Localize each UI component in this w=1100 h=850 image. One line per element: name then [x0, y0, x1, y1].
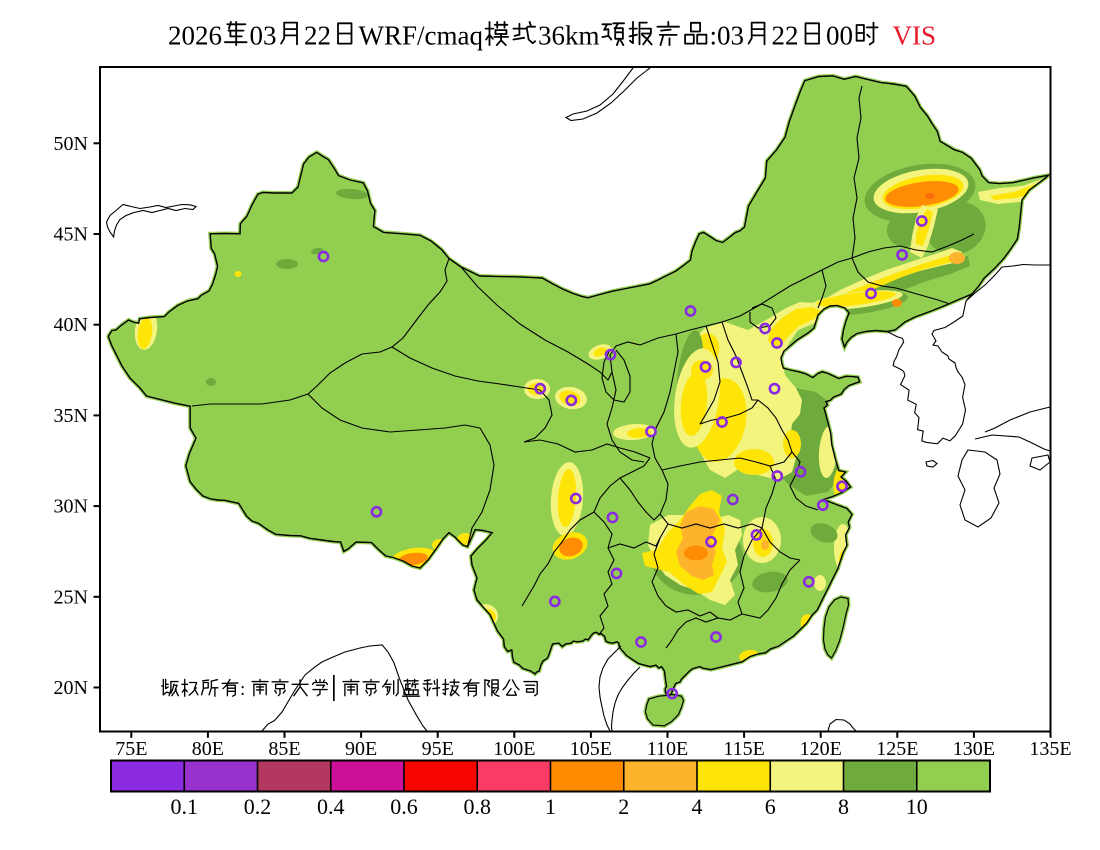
svg-text::: : — [240, 679, 250, 700]
svg-text:25N: 25N — [54, 586, 88, 608]
svg-text:85E: 85E — [268, 738, 300, 760]
svg-text:90E: 90E — [345, 738, 377, 760]
svg-text:22: 22 — [772, 21, 799, 51]
svg-text:20N: 20N — [54, 677, 88, 699]
svg-text:2: 2 — [618, 794, 629, 819]
svg-text:4: 4 — [692, 794, 703, 819]
svg-text:95E: 95E — [422, 738, 454, 760]
svg-text:0.8: 0.8 — [463, 794, 491, 819]
svg-text:36km: 36km — [538, 21, 600, 51]
svg-text::03: :03 — [710, 21, 745, 51]
svg-text:VIS: VIS — [893, 21, 937, 51]
svg-text:1: 1 — [545, 794, 556, 819]
svg-text:135E: 135E — [1029, 738, 1071, 760]
svg-text:10: 10 — [906, 794, 928, 819]
svg-text:50N: 50N — [54, 133, 88, 155]
svg-text:8: 8 — [838, 794, 849, 819]
svg-text:0.4: 0.4 — [317, 794, 345, 819]
svg-text:0.2: 0.2 — [244, 794, 272, 819]
svg-text:0.1: 0.1 — [170, 794, 198, 819]
svg-text:100E: 100E — [493, 738, 535, 760]
svg-text:120E: 120E — [800, 738, 842, 760]
svg-text:6: 6 — [765, 794, 776, 819]
svg-text:2026: 2026 — [168, 21, 222, 51]
svg-text:30N: 30N — [54, 496, 88, 518]
svg-text:105E: 105E — [570, 738, 612, 760]
svg-text:22: 22 — [304, 21, 331, 51]
svg-text:75E: 75E — [115, 738, 147, 760]
svg-text:03: 03 — [250, 21, 277, 51]
svg-text:WRF/cmaq: WRF/cmaq — [359, 21, 484, 51]
svg-text:130E: 130E — [953, 738, 995, 760]
svg-text:35N: 35N — [54, 405, 88, 427]
svg-text:45N: 45N — [54, 224, 88, 246]
svg-text:80E: 80E — [192, 738, 224, 760]
svg-text:125E: 125E — [876, 738, 918, 760]
svg-text:0.6: 0.6 — [390, 794, 418, 819]
svg-text:110E: 110E — [647, 738, 688, 760]
svg-text:00: 00 — [826, 21, 853, 51]
svg-text:40N: 40N — [54, 314, 88, 336]
svg-text:115E: 115E — [723, 738, 764, 760]
